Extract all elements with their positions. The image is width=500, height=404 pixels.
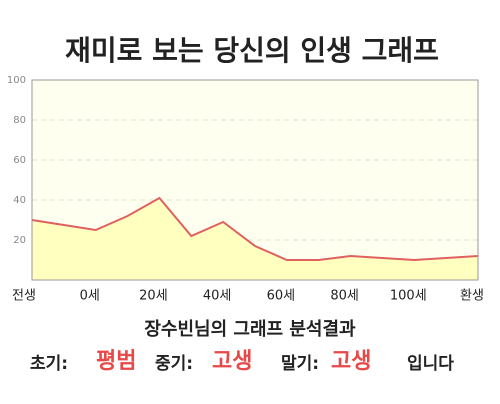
y-tick-label: 100: [7, 75, 26, 86]
analysis-label: 중기:: [155, 354, 193, 374]
analysis-ending: 입니다: [407, 354, 454, 374]
x-tick-label: 0세: [80, 289, 100, 304]
analysis-result: 고생: [212, 349, 252, 374]
x-tick-label: 전생: [12, 289, 36, 304]
line: [31, 196, 479, 262]
analysis-label: 말기:: [281, 353, 319, 374]
x-tick-label: 100세: [390, 289, 427, 304]
x-tick-label: 80세: [330, 289, 359, 304]
plot-border: [31, 79, 479, 281]
analysis-heading: 장수빈님의 그래프 분석결과: [144, 319, 356, 340]
x-tick-label: 환생: [460, 289, 484, 304]
chart-title: 재미로 보는 당신의 인생 그래프: [65, 34, 439, 67]
analysis-result: 고생: [331, 349, 371, 374]
x-tick-label: 20세: [139, 289, 168, 304]
y-tick-label: 40: [13, 195, 26, 206]
x-tick-label: 40세: [203, 289, 232, 304]
y-tick-label: 20: [13, 235, 26, 246]
x-tick-label: 60세: [267, 289, 296, 304]
analysis-label: 초기:: [30, 354, 68, 374]
y-tick-label: 80: [13, 115, 26, 126]
analysis-result: 평범: [96, 349, 136, 374]
y-tick-label: 60: [13, 155, 26, 166]
area-fill: [32, 198, 478, 280]
